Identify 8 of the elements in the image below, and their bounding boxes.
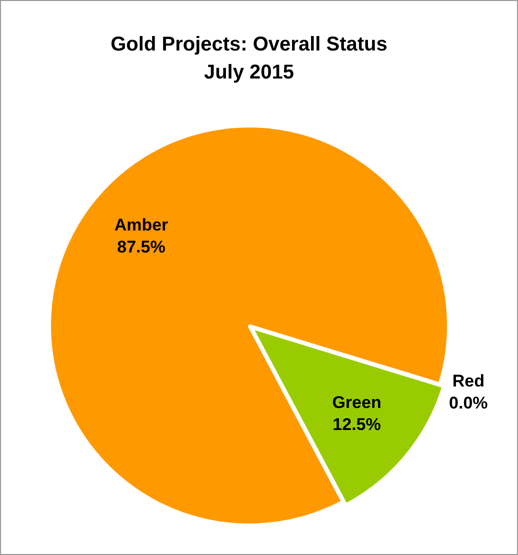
chart-subtitle: July 2015 [204, 62, 294, 84]
data-label: 87.5% [117, 237, 166, 256]
slice-label: Green [332, 393, 382, 412]
chart-title: Gold Projects: Overall Status [110, 34, 388, 56]
slice-label: Amber [114, 215, 169, 234]
data-label: 12.5% [332, 415, 381, 434]
category-label: Red [452, 371, 484, 390]
text: 0.0% [449, 393, 488, 412]
